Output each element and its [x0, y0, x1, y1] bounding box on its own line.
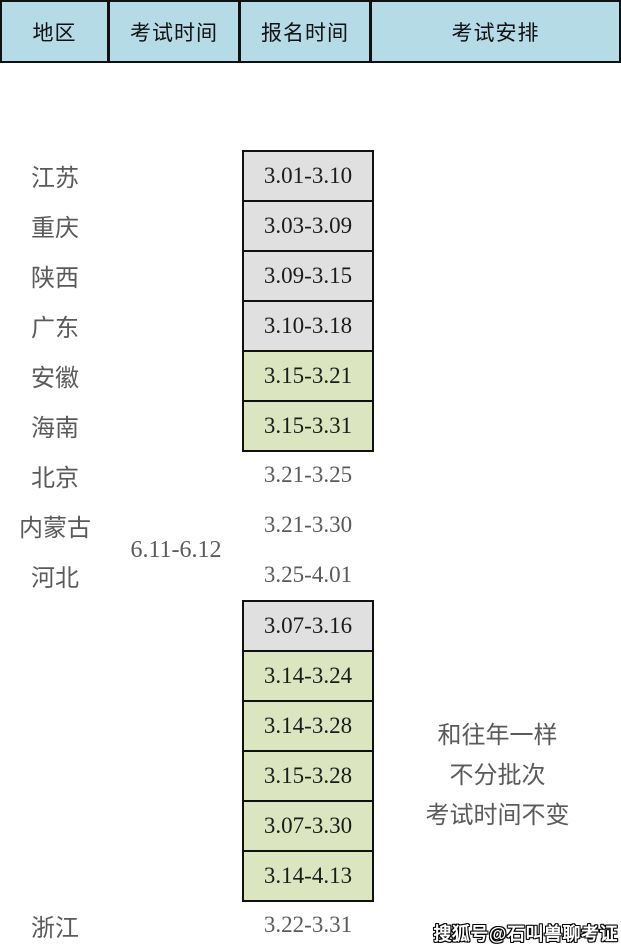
arrangement-line: 不分批次: [449, 762, 546, 789]
region-label: 北京: [31, 464, 79, 492]
arrangement-line: 和往年一样: [437, 722, 558, 749]
registration-cell: 3.10-3.18: [242, 300, 374, 352]
registration-cell: 3.14-3.24: [242, 650, 374, 702]
registration-cell: 3.01-3.10: [242, 150, 374, 202]
registration-cell: 3.21-3.25: [263, 462, 353, 487]
region-label: 陕西: [31, 264, 79, 292]
registration-cell: 3.09-3.15: [242, 250, 374, 302]
region-label: 内蒙古: [19, 514, 91, 542]
region-label: 江苏: [31, 164, 79, 192]
arrangement-line: 考试时间不变: [425, 802, 570, 829]
registration-cell: 3.21-3.30: [263, 512, 353, 537]
arrangement-note: 和往年一样 不分批次 考试时间不变: [374, 716, 621, 836]
header-region: 地区: [2, 2, 110, 61]
registration-cell: 3.14-4.13: [242, 850, 374, 902]
header-arrangement: 考试安排: [451, 21, 540, 45]
region-label: 安徽: [31, 364, 79, 392]
table-header-row: 地区 考试时间 报名时间 考试安排: [0, 0, 621, 63]
registration-cell: 3.15-3.21: [242, 350, 374, 402]
registration-cell: 3.03-3.09: [242, 200, 374, 252]
sohu-watermark: 搜狐号@石叫兽聊考证: [433, 924, 618, 944]
registration-cell: 3.14-3.28: [242, 700, 374, 752]
registration-cell: 3.07-3.16: [242, 600, 374, 652]
region-label: 海南: [31, 414, 79, 442]
region-label: 广东: [31, 314, 79, 342]
registration-cell: 3.22-3.31: [263, 912, 353, 937]
header-exam-time: 考试时间: [110, 2, 241, 61]
region-label: 重庆: [31, 214, 79, 242]
region-label: 河北: [31, 564, 79, 592]
registration-cell: 3.15-3.31: [242, 400, 374, 452]
registration-cell: 3.15-3.28: [242, 750, 374, 802]
header-registration: 报名时间: [241, 2, 372, 61]
registration-cell: 3.07-3.30: [242, 800, 374, 852]
exam-time-shared-cell: 6.11-6.12: [130, 536, 222, 563]
region-label: 浙江: [31, 914, 79, 942]
registration-cell: 3.25-4.01: [263, 562, 353, 587]
